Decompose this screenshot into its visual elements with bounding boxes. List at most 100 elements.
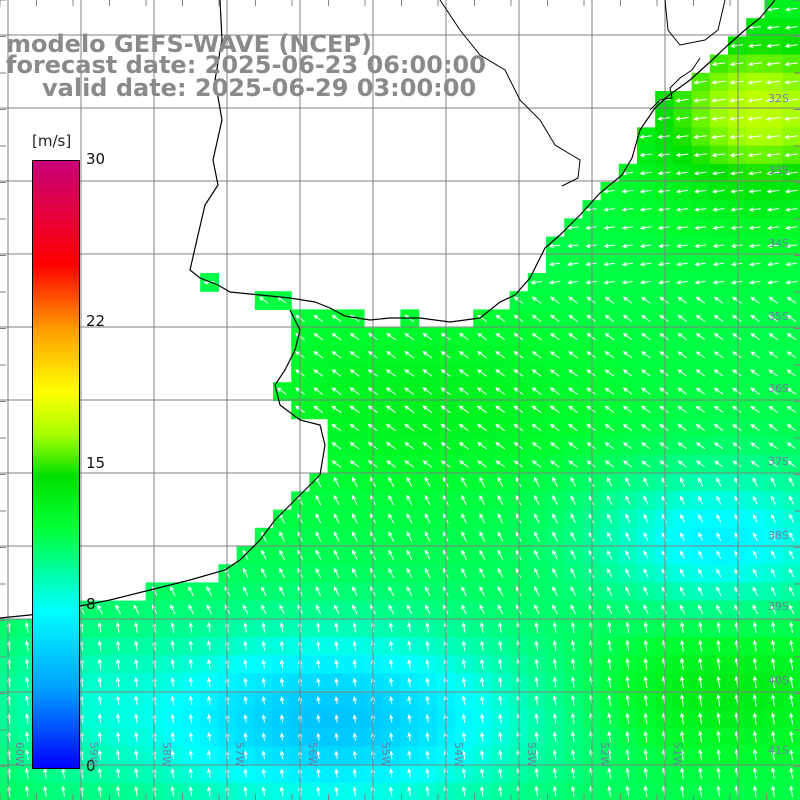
wind-arrow [752,767,758,779]
wind-arrow [693,134,707,140]
wind-arrow [498,695,503,706]
wind-arrow [657,261,670,267]
wind-arrow [752,712,758,725]
wind-arrow [389,786,394,797]
wind-arrow [747,61,762,67]
wind-arrow [570,621,576,633]
wind-arrow [768,333,778,341]
wind-arrow [711,134,726,140]
wind-arrow [698,693,703,707]
wind-arrow [698,586,704,596]
wind-arrow [333,604,340,615]
wind-arrow [786,333,797,341]
wind-arrow [643,621,649,633]
wind-arrow [713,387,724,395]
wind-arrow [768,424,778,432]
wind-arrow [716,785,721,797]
longitude-label: 53W [525,742,538,767]
wind-arrow [716,568,722,578]
wind-arrow [713,442,724,450]
wind-arrow [461,767,467,778]
wind-arrow [531,314,542,323]
coastline [189,0,776,323]
wind-arrow [698,477,704,487]
wind-arrow [170,604,176,615]
wind-arrow [261,732,267,741]
wind-arrow [188,785,194,797]
wind-arrow [752,604,758,615]
wind-arrow [570,567,576,578]
wind-arrow [461,531,467,542]
wind-arrow [406,549,413,560]
wind-arrow [643,767,649,779]
wind-arrow [731,369,742,377]
wind-arrow [316,768,321,778]
wind-arrow [170,658,175,669]
wind-arrow [570,785,576,797]
wind-arrow [784,98,799,103]
latitude-label: 38S [768,529,789,542]
wind-arrow [786,405,797,413]
wind-arrow [479,621,485,633]
wind-arrow [748,280,761,285]
wind-arrow [784,171,798,176]
wind-arrow [789,550,795,560]
wind-arrow [495,387,506,395]
wind-arrow [767,243,779,249]
colorbar-unit: [m/s] [32,132,72,150]
wind-arrow [607,694,612,706]
wind-arrow [752,621,758,634]
wind-arrow [352,531,358,542]
wind-arrow [461,640,467,651]
wind-arrow [133,604,140,615]
wind-arrow [766,189,780,194]
wind-arrow [730,280,743,285]
wind-arrow [476,369,487,377]
wind-arrow [679,495,685,505]
wind-arrow [498,749,503,760]
wind-arrow [622,423,633,432]
wind-arrow [134,767,139,779]
wind-arrow [680,621,685,634]
wind-arrow [385,423,397,432]
wind-arrow [188,677,194,687]
longitude-label: 51W [671,742,684,767]
wind-arrow [698,568,704,578]
wind-arrow [768,314,778,322]
wind-arrow [422,369,433,377]
wind-arrow [785,243,798,249]
wind-arrow [657,207,670,212]
wind-arrow [315,494,322,506]
wind-arrow [730,207,743,212]
wind-arrow [115,604,122,615]
wind-arrow [407,714,412,723]
wind-arrow [639,243,652,249]
wind-arrow [676,261,688,267]
wind-arrow [498,731,503,742]
latitude-label: 36S [768,382,789,395]
wind-arrow [657,134,671,139]
wind-arrow [625,476,631,487]
wind-arrow [786,314,797,322]
wind-arrow [607,730,612,743]
wind-arrow [716,639,721,652]
wind-arrow [406,476,413,488]
wind-arrow [752,693,758,707]
wind-arrow [676,243,688,249]
longitude-label: 57W [233,742,246,767]
wind-arrow [621,189,634,194]
wind-arrow [134,731,139,742]
wind-arrow [676,225,688,230]
wind-arrow [784,25,798,30]
wind-arrow [752,568,758,578]
wind-arrow [679,586,686,596]
wind-arrow [604,387,615,395]
wind-arrow [424,476,431,488]
wind-arrow [531,405,542,414]
wind-arrow [675,207,688,212]
wind-arrow [389,732,394,741]
wind-arrow [548,243,561,249]
wind-arrow [479,785,485,797]
wind-arrow [713,405,724,413]
wind-arrow [552,567,558,578]
